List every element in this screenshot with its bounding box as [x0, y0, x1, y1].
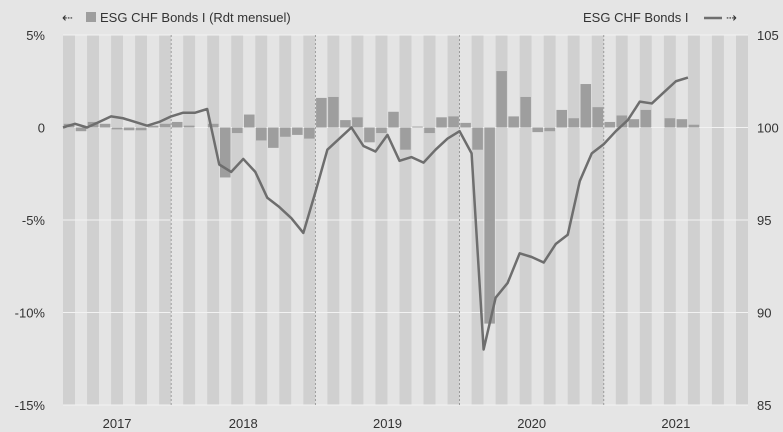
return-bar	[364, 127, 375, 143]
right-tick-label: 105	[757, 28, 779, 43]
return-bar	[424, 127, 435, 134]
return-bar	[256, 127, 267, 141]
return-bar	[316, 97, 327, 128]
index-line-group	[62, 76, 689, 351]
return-bar	[328, 96, 339, 128]
return-bar	[207, 123, 219, 128]
return-bar	[171, 121, 183, 128]
return-bar	[664, 118, 676, 128]
left-tick-label: -10%	[15, 306, 46, 321]
legend-right-arrow: ⇢	[726, 10, 737, 25]
return-bar	[592, 107, 604, 128]
return-bar	[219, 127, 231, 178]
legend-bar-swatch	[86, 12, 96, 22]
left-tick-label: -5%	[22, 213, 46, 228]
return-bar	[436, 117, 447, 128]
right-tick-label: 85	[757, 398, 771, 413]
x-year-label: 2021	[661, 416, 690, 431]
return-bar	[472, 127, 483, 150]
return-bar	[604, 121, 616, 128]
return-bar	[183, 125, 195, 128]
legend-left-label: ESG CHF Bonds I (Rdt mensuel)	[100, 10, 291, 25]
return-bar	[532, 127, 543, 133]
legend-left: ⇠ ESG CHF Bonds I (Rdt mensuel)	[62, 10, 291, 25]
return-bar	[280, 127, 291, 137]
return-bar	[484, 127, 495, 324]
right-tick-label: 90	[757, 306, 771, 321]
x-year-label: 2017	[103, 416, 132, 431]
x-year-label: 2018	[229, 416, 258, 431]
return-bar	[99, 123, 111, 128]
return-bar	[123, 127, 135, 131]
legend-right-label: ESG CHF Bonds I	[583, 10, 688, 25]
return-bar	[628, 119, 640, 128]
return-bar	[111, 127, 123, 130]
return-bar	[616, 115, 628, 128]
return-bar	[448, 116, 459, 128]
left-tick-label: 0	[38, 121, 45, 136]
monthly-return-bars	[63, 71, 700, 324]
return-bar	[688, 124, 700, 128]
return-bar	[508, 116, 519, 128]
index-line	[62, 76, 689, 351]
return-bar	[676, 119, 688, 128]
return-bar	[304, 127, 315, 139]
left-tick-label: -15%	[15, 398, 46, 413]
return-bar	[568, 118, 580, 128]
return-bar	[376, 127, 387, 134]
return-bar	[340, 120, 351, 128]
year-separators	[170, 35, 605, 405]
right-tick-label: 100	[757, 121, 779, 136]
return-bar	[400, 127, 411, 150]
return-bar	[640, 109, 652, 128]
return-bar	[75, 127, 87, 132]
x-year-label: 2020	[517, 416, 546, 431]
return-bar	[520, 96, 531, 128]
return-bar	[268, 127, 279, 148]
return-bar	[159, 123, 171, 128]
return-bar	[544, 127, 555, 132]
left-tick-label: 5%	[26, 28, 45, 43]
return-bar	[292, 127, 303, 135]
return-bar	[352, 117, 363, 128]
return-bar	[496, 71, 507, 128]
x-year-label: 2019	[373, 416, 402, 431]
left-axis-ticks: 5% 0 -5% -10% -15%	[15, 28, 46, 413]
return-bar	[231, 127, 243, 134]
return-bar	[388, 111, 399, 128]
legend-left-arrow: ⇠	[62, 10, 73, 25]
x-axis-labels: 2017 2018 2019 2020 2021	[103, 416, 691, 431]
return-bar	[135, 127, 147, 131]
legend-right: ESG CHF Bonds I ⇢	[583, 10, 737, 25]
return-bar	[412, 126, 423, 128]
return-bar	[147, 125, 159, 128]
return-bar	[460, 122, 471, 128]
return-bar	[580, 84, 592, 128]
return-bar	[243, 114, 255, 128]
right-axis-ticks: 105 100 95 90 85	[757, 28, 779, 413]
right-tick-label: 95	[757, 213, 771, 228]
return-bar	[556, 109, 568, 128]
